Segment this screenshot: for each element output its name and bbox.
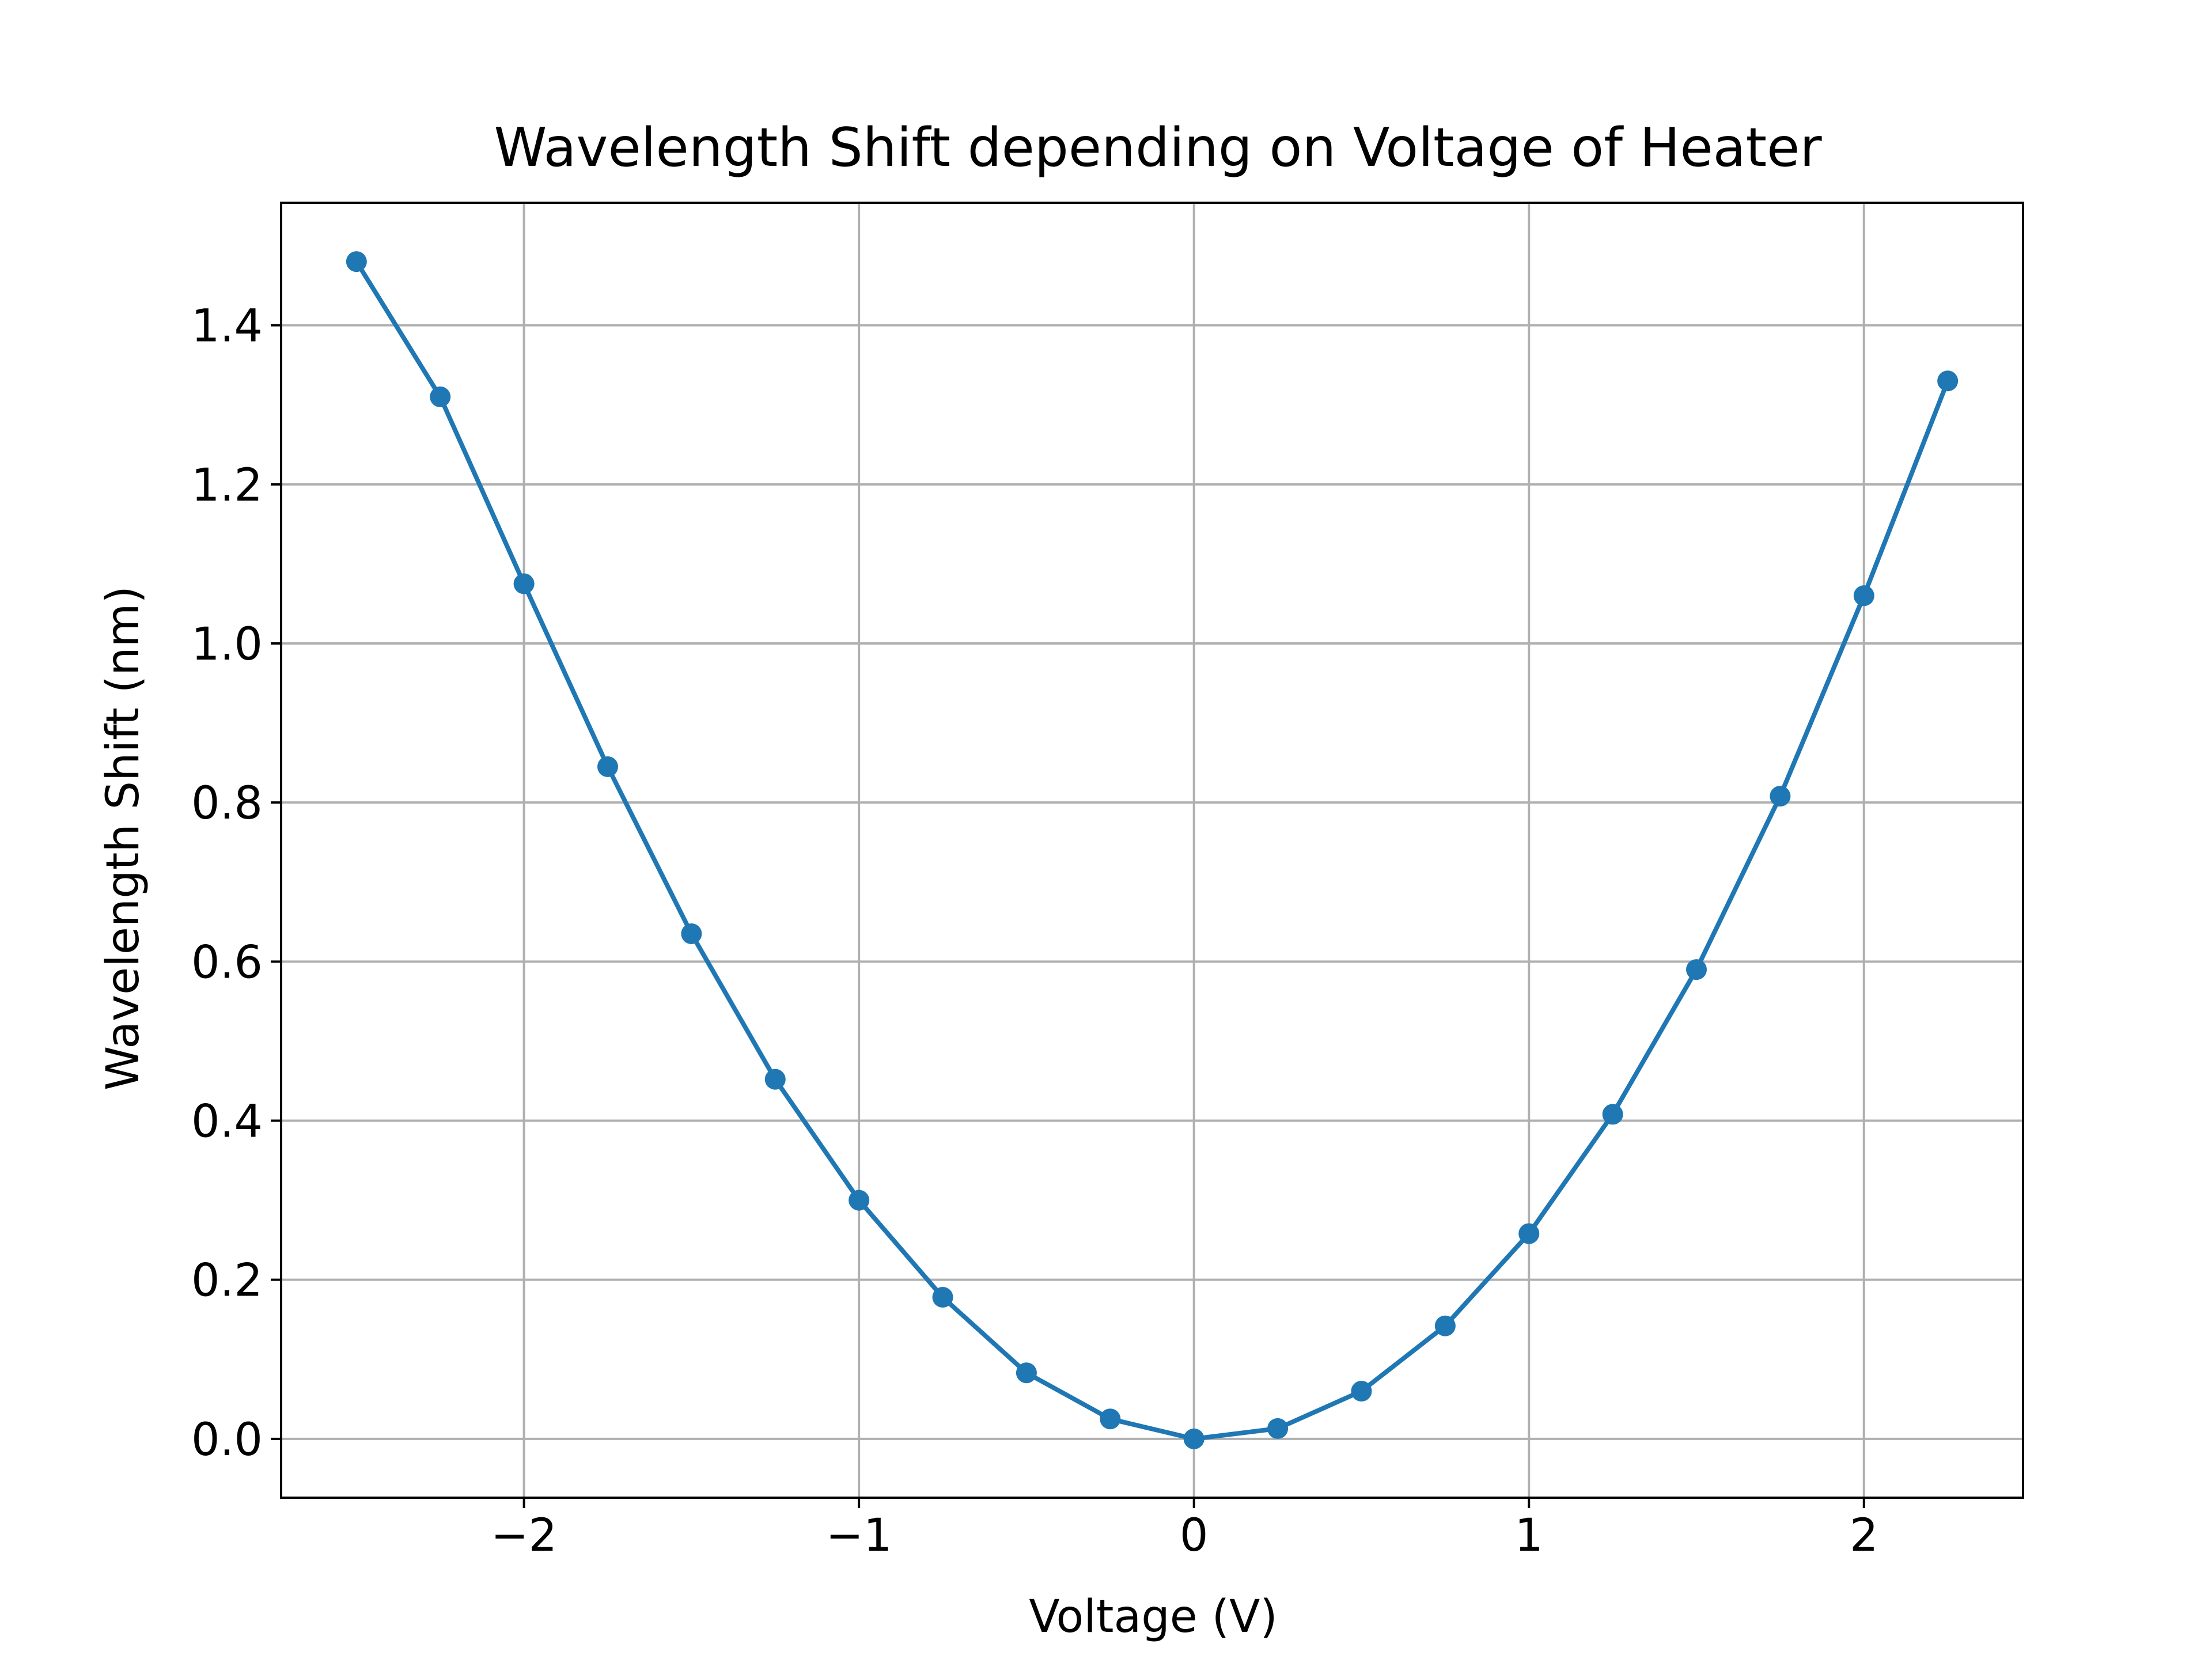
x-tick-label: 1 [1514, 1510, 1543, 1562]
data-point [1770, 786, 1791, 807]
data-point [430, 386, 451, 407]
data-point [513, 573, 535, 594]
data-point [1267, 1418, 1289, 1439]
grid [281, 203, 2023, 1498]
data-point [681, 923, 702, 944]
data-point [346, 251, 367, 272]
y-tick-label: 0.0 [191, 1414, 263, 1466]
series-layer [346, 251, 1959, 1449]
data-point [1686, 959, 1707, 980]
y-tick-label: 1.4 [191, 301, 263, 353]
data-point [1937, 370, 1959, 392]
data-point [764, 1069, 786, 1090]
x-tick-label: 2 [1850, 1510, 1878, 1562]
data-point [1518, 1223, 1540, 1244]
y-axis-label: Wavelength Shift (nm) [97, 586, 149, 1090]
data-point [597, 756, 618, 778]
data-point [1183, 1428, 1205, 1449]
series-line [353, 258, 1951, 1441]
x-axis-label: Voltage (V) [1029, 1591, 1278, 1643]
data-point [1016, 1362, 1037, 1384]
x-tick-label: −1 [826, 1510, 892, 1562]
chart-title: Wavelength Shift depending on Voltage of… [494, 116, 1822, 179]
y-tick-label: 0.8 [191, 778, 263, 830]
axes-frame [280, 202, 2024, 1499]
data-point [849, 1190, 870, 1211]
data-point [1602, 1104, 1623, 1125]
x-axis-ticks: −2 −1 0 1 2 [491, 1498, 1878, 1562]
data-point [1351, 1380, 1372, 1402]
y-tick-label: 0.6 [191, 937, 263, 988]
data-point [1853, 585, 1874, 607]
data-point [1434, 1315, 1456, 1336]
data-point [1100, 1408, 1121, 1430]
y-tick-label: 1.2 [191, 460, 263, 512]
y-tick-label: 1.0 [191, 619, 263, 671]
y-tick-label: 0.2 [191, 1255, 263, 1307]
x-tick-label: 0 [1180, 1510, 1209, 1562]
x-tick-label: −2 [491, 1510, 557, 1562]
y-axis-ticks: 0.0 0.2 0.4 0.6 0.8 1.0 1.2 1.4 [191, 301, 281, 1466]
y-tick-label: 0.4 [191, 1096, 263, 1147]
data-point [932, 1287, 953, 1308]
